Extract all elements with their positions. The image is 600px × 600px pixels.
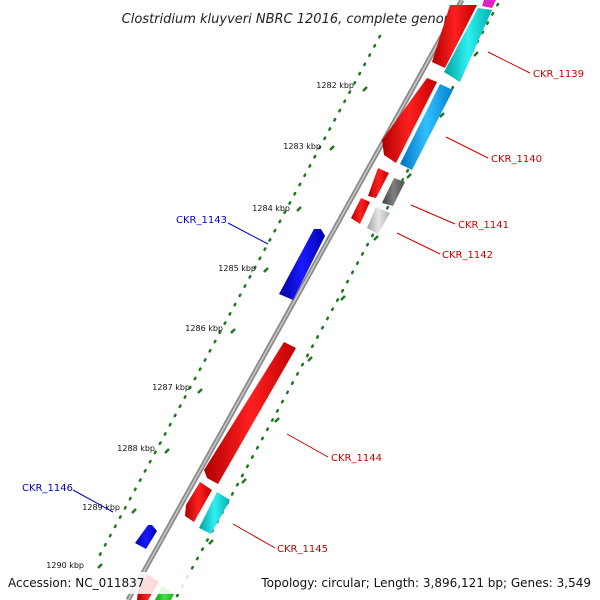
gene-label-CKR_1146: CKR_1146 [22,483,73,494]
tick-label: 1290 kbp [46,561,84,570]
tick-label: 1282 kbp [316,81,354,90]
gene-CKR_1141 [368,168,405,206]
gene-label-CKR_1145: CKR_1145 [277,544,328,555]
footer-backdrop [0,572,600,594]
tick-label: 1284 kbp [252,204,290,213]
map-title: Clostridium kluyveri NBRC 12016, complet… [122,12,465,27]
gene-label-CKR_1139: CKR_1139 [533,69,584,80]
tick-label: 1289 kbp [82,503,120,512]
gene-CKR_1139 [432,0,496,82]
gene-CKR_1143 [279,229,325,300]
gene-label-CKR_1142: CKR_1142 [442,250,493,261]
gene-label-CKR_1140: CKR_1140 [491,154,542,165]
gene-CKR_1140 [382,78,453,170]
gene-label-CKR_1143: CKR_1143 [176,215,227,226]
tick-scale-inner [174,2,500,600]
tick-label: 1285 kbp [218,264,256,273]
gene-label-CKR_1144: CKR_1144 [331,453,382,464]
topology-summary: Topology: circular; Length: 3,896,121 bp… [260,576,591,590]
gene-CKR_1146 [135,525,157,549]
gene-label-CKR_1141: CKR_1141 [458,220,509,231]
gene-CKR_1145 [185,482,230,534]
tick-label: 1287 kbp [152,383,190,392]
accession-text: Accession: NC_011837 [8,576,144,590]
tick-label: 1288 kbp [117,444,155,453]
tick-label: 1283 kbp [283,142,321,151]
major-ticks [97,51,479,569]
tick-label: 1286 kbp [185,324,223,333]
callout-lines [72,51,531,549]
genome-backbone-highlight [127,0,463,600]
gene-CKR_1144 [204,342,296,484]
gene-CKR_1142 [351,198,390,234]
